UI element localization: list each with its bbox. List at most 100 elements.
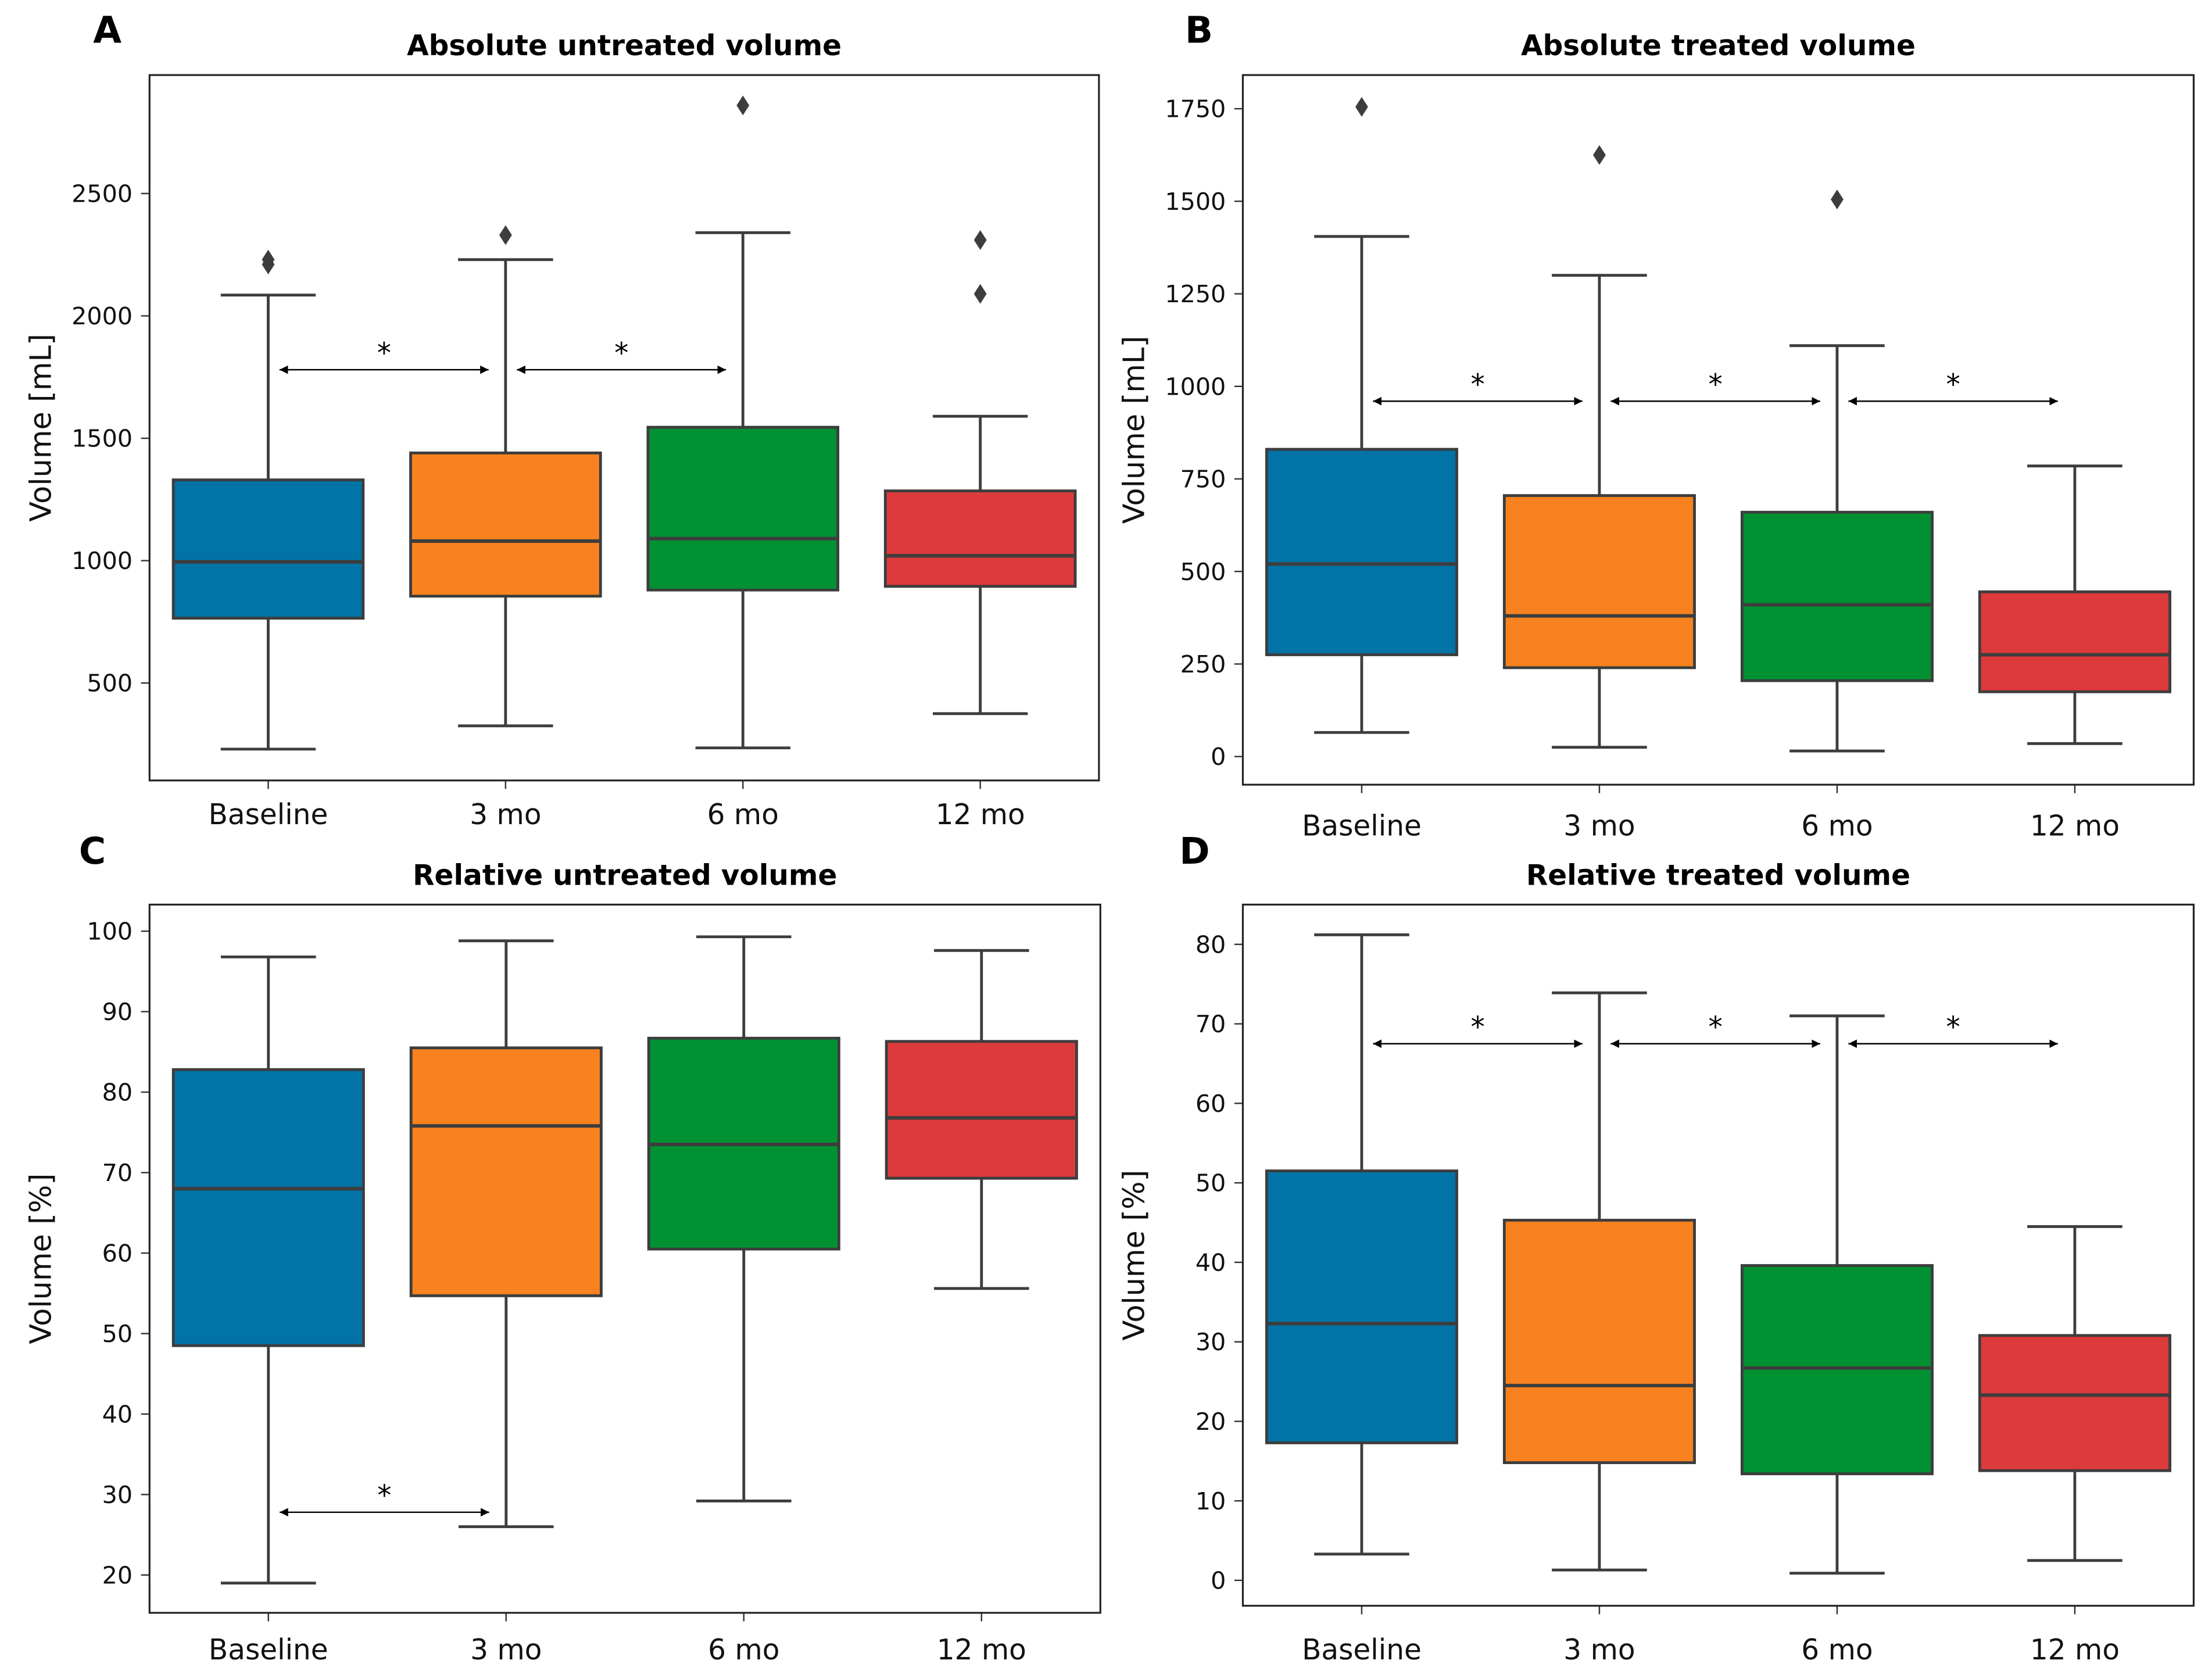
y-axis-label: Volume [%]	[1118, 1170, 1152, 1341]
iqr-box	[1265, 1169, 1458, 1444]
significance-label: *	[1708, 1011, 1722, 1044]
significance-label: *	[1708, 368, 1722, 401]
y-tick-label: 20	[102, 1561, 133, 1589]
box-baseline	[171, 955, 365, 1585]
y-tick-label: 70	[1196, 1010, 1226, 1038]
x-tick-label: 12 mo	[2030, 1634, 2120, 1666]
box-3-mo	[409, 939, 603, 1529]
y-tick-label: 80	[102, 1079, 133, 1107]
y-tick-label: 70	[102, 1159, 133, 1187]
chart-title: Absolute untreated volume	[407, 30, 842, 62]
box-baseline	[1265, 96, 1458, 734]
x-tick-label: Baseline	[1302, 1634, 1422, 1666]
iqr-box	[885, 1040, 1078, 1180]
box-3-mo	[1502, 145, 1696, 749]
box-baseline	[1265, 933, 1458, 1556]
chart-title: Relative untreated volume	[413, 859, 837, 892]
outlier-point	[499, 225, 512, 245]
x-tick-label: 3 mo	[470, 799, 541, 831]
iqr-box	[1502, 1218, 1696, 1464]
iqr-box	[1502, 494, 1696, 670]
y-tick-label: 500	[87, 670, 133, 697]
x-tick-label: 3 mo	[1563, 810, 1635, 842]
significance-label: *	[1470, 1011, 1484, 1044]
iqr-box	[409, 1046, 603, 1297]
x-tick-label: 6 mo	[707, 799, 779, 831]
outlier-point	[262, 249, 275, 270]
y-tick-label: 10	[1196, 1487, 1226, 1515]
outlier-point	[973, 284, 987, 304]
x-tick-label: 3 mo	[470, 1634, 542, 1666]
iqr-box	[646, 425, 840, 592]
y-tick-label: 40	[1196, 1248, 1226, 1276]
box-12-mo	[883, 230, 1077, 715]
panel-letter: A	[93, 8, 121, 51]
y-tick-label: 0	[1211, 1567, 1226, 1595]
axes-frame	[148, 903, 1101, 1614]
y-axis-label: Volume [mL]	[24, 334, 58, 522]
box-3-mo	[1502, 991, 1696, 1572]
x-tick-label: 12 mo	[937, 1634, 1026, 1666]
x-tick-label: 12 mo	[936, 799, 1025, 831]
iqr-box	[171, 1068, 365, 1347]
box-12-mo	[1978, 464, 2171, 745]
iqr-box	[1978, 1334, 2171, 1472]
y-tick-label: 20	[1196, 1408, 1226, 1436]
iqr-box	[409, 451, 602, 598]
y-tick-label: 80	[1196, 931, 1226, 958]
x-tick-label: 12 mo	[2030, 810, 2120, 842]
box-baseline	[171, 249, 365, 751]
axes-frame	[1241, 74, 2195, 786]
outlier-point	[1355, 96, 1368, 117]
x-tick-label: 6 mo	[708, 1634, 779, 1666]
axes-frame	[148, 74, 1100, 782]
y-tick-label: 0	[1211, 743, 1226, 771]
y-tick-label: 50	[1196, 1169, 1226, 1197]
x-tick-label: Baseline	[209, 1634, 328, 1666]
iqr-box	[1978, 590, 2171, 693]
x-tick-label: 6 mo	[1801, 1634, 1873, 1666]
panel-d: D Relative treated volume Volume [%] 0 10 20 3…	[1118, 829, 2195, 1666]
box-12-mo	[1978, 1225, 2171, 1562]
y-tick-label: 1000	[71, 547, 133, 575]
box-6-mo	[1740, 189, 1934, 753]
y-tick-label: 500	[1180, 558, 1226, 586]
y-tick-label: 2500	[71, 180, 133, 208]
y-tick-label: 1750	[1165, 95, 1226, 123]
y-tick-label: 1000	[1165, 373, 1226, 400]
iqr-box	[1265, 448, 1458, 656]
panel-letter: C	[79, 829, 106, 872]
y-tick-label: 60	[1196, 1090, 1226, 1118]
box-6-mo	[1740, 1014, 1934, 1575]
y-tick-label: 1500	[1165, 188, 1226, 216]
axes-frame	[1241, 903, 2195, 1607]
y-tick-label: 1500	[71, 425, 133, 453]
significance-label: *	[377, 1480, 391, 1512]
box-6-mo	[646, 95, 840, 750]
significance-label: *	[1470, 368, 1484, 401]
y-axis-label: Volume [%]	[24, 1173, 58, 1344]
y-tick-label: 1250	[1165, 280, 1226, 308]
y-tick-label: 2000	[71, 302, 133, 330]
y-tick-label: 40	[102, 1400, 133, 1428]
chart-title: Relative treated volume	[1526, 859, 1910, 892]
box-6-mo	[647, 935, 840, 1502]
outlier-point	[973, 230, 987, 250]
significance-label: *	[1946, 368, 1960, 401]
x-tick-label: Baseline	[209, 799, 328, 831]
significance-label: *	[377, 337, 391, 370]
iqr-box	[1740, 510, 1934, 682]
box-12-mo	[885, 949, 1078, 1290]
panel-b: B Absolute treated volume Volume [mL] 0 250 5…	[1118, 8, 2195, 842]
y-tick-label: 100	[87, 918, 133, 946]
y-tick-label: 60	[102, 1239, 133, 1267]
iqr-box	[171, 478, 365, 620]
panel-a: A Absolute untreated volume Volume [mL] 500…	[24, 8, 1100, 831]
box-3-mo	[409, 225, 602, 728]
significance-label: *	[1946, 1011, 1960, 1044]
outlier-point	[736, 95, 750, 116]
panel-c: C Relative untreated volume Volume [%] 20 30…	[24, 829, 1101, 1666]
chart-title: Absolute treated volume	[1521, 30, 1916, 62]
panel-letter: D	[1179, 829, 1209, 872]
